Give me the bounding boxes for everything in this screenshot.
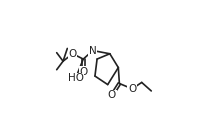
- Text: HO: HO: [68, 73, 84, 83]
- Text: O: O: [128, 84, 136, 94]
- Text: O: O: [79, 67, 87, 77]
- Text: O: O: [69, 49, 77, 59]
- Text: O: O: [108, 90, 116, 100]
- Text: N: N: [89, 46, 97, 56]
